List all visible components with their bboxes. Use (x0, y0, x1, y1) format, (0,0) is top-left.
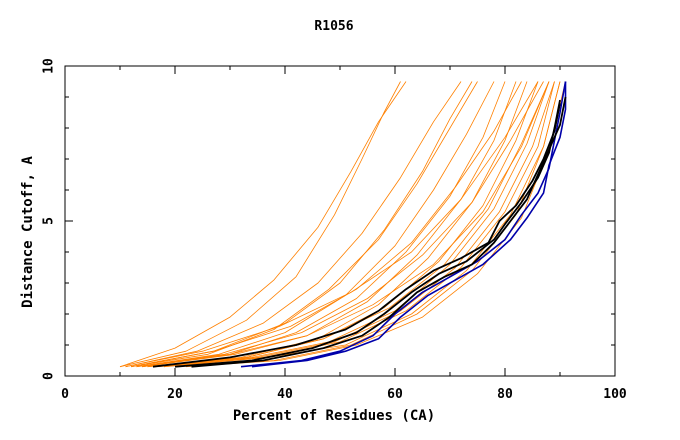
models-series-line-18 (152, 81, 550, 368)
reference-series-line-2 (251, 81, 567, 368)
axis-ticks (64, 65, 616, 377)
y-tick-label: 0 (42, 372, 57, 380)
models-series-line-19 (163, 81, 555, 368)
x-tick-label: 0 (61, 387, 69, 402)
models-series-line-12 (163, 81, 561, 368)
reference-series-line-1 (240, 81, 567, 368)
x-axis-label: Percent of Residues (CA) (233, 408, 435, 424)
models-series-line-8 (147, 81, 528, 368)
plot-frame (64, 65, 616, 377)
models-series-line-16 (125, 81, 539, 368)
models-series-line-2 (119, 81, 401, 368)
models-series-line-20 (130, 81, 473, 368)
models-series-line-6 (141, 81, 506, 368)
models-series-line-21 (141, 81, 550, 368)
x-tick-label: 40 (277, 387, 293, 402)
highlight-series-line-1 (152, 103, 561, 368)
models-series-line-4 (130, 81, 478, 368)
models-series-line-15 (130, 81, 522, 368)
models-series-line-3 (125, 81, 462, 368)
models-series-line-7 (141, 81, 517, 368)
models-series-line-9 (147, 81, 539, 368)
highlight-series-line-3 (191, 96, 567, 368)
x-tick-label: 80 (497, 387, 513, 402)
chart-title: R1056 (314, 19, 353, 34)
models-series-line-5 (136, 81, 495, 368)
y-axis-label: Distance Cutoff, A (20, 156, 36, 308)
highlight-series-line-2 (174, 99, 561, 368)
y-tick-label: 5 (42, 217, 57, 225)
plot-lines (119, 81, 567, 368)
models-series-line-13 (174, 81, 561, 368)
tick-labels: 0 20 40 60 80 100 0 5 10 (42, 58, 627, 402)
y-tick-label: 10 (42, 58, 57, 74)
x-tick-label: 20 (167, 387, 183, 402)
x-tick-label: 100 (603, 387, 627, 402)
models-series-line-10 (152, 81, 550, 368)
x-tick-label: 60 (387, 387, 403, 402)
models-series-line-1 (119, 81, 407, 368)
models-series-line-17 (136, 81, 544, 368)
